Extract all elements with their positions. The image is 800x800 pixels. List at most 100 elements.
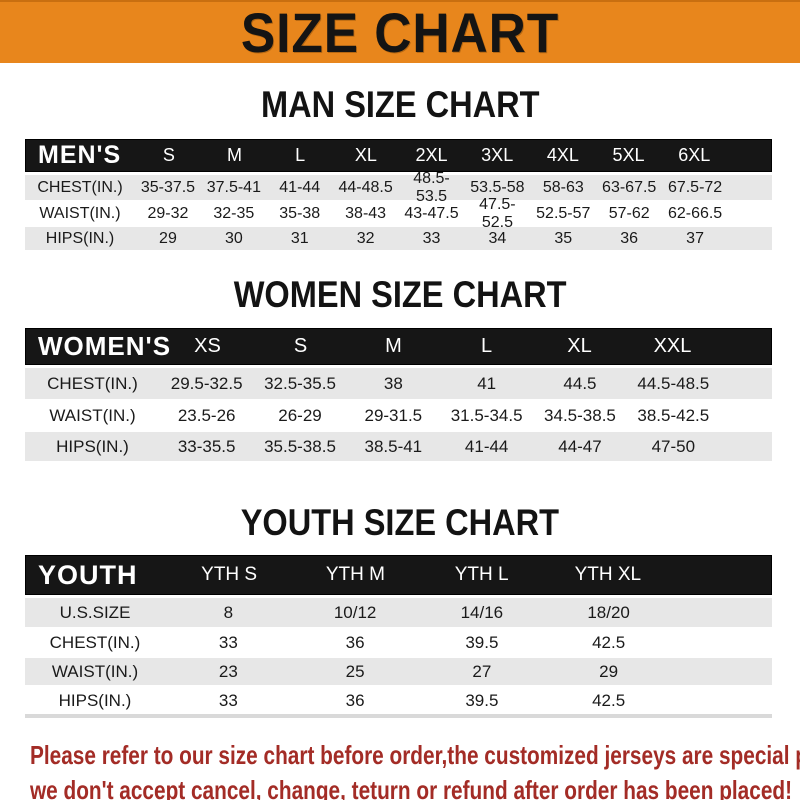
table-cell: 39.5: [465, 690, 499, 710]
column-header: M: [385, 335, 402, 357]
table-cell: 14/16: [460, 602, 504, 622]
table-cell: 39.5: [465, 632, 499, 652]
row-label: CHEST(IN.): [37, 178, 123, 196]
row-label: CHEST(IN.): [49, 632, 141, 652]
table-row: CHEST(IN.) 33 36 39.5 42.5: [25, 627, 772, 656]
table-cell: 33: [218, 632, 238, 652]
man-section-heading-text: MAN SIZE CHART: [260, 84, 540, 125]
table-cell: 38: [383, 373, 403, 393]
table-cell: 47-50: [651, 436, 696, 456]
table-cell: 44.5: [563, 373, 597, 393]
table-cell: 36: [345, 632, 365, 652]
table-cell: 44-47: [558, 436, 602, 456]
column-header: M: [227, 145, 242, 165]
size-chart-banner: SIZE CHART: [0, 0, 800, 63]
table-cell: 35.5-38.5: [264, 436, 336, 456]
row-label: WAIST(IN.): [49, 405, 136, 425]
row-label: CHEST(IN.): [47, 373, 138, 393]
table-cell: 32.5-35.5: [264, 373, 336, 393]
column-header: 4XL: [546, 145, 579, 165]
youth-section-heading: YOUTH SIZE CHART: [0, 504, 800, 541]
women-section-heading: WOMEN SIZE CHART: [0, 276, 800, 313]
table-cell: 42.5: [592, 632, 626, 652]
table-cell: 34: [488, 229, 507, 247]
table-cell: 37: [686, 229, 704, 247]
table-row: WAIST(IN.) 23 25 27 29: [25, 656, 772, 685]
table-cell: 29-31.5: [364, 405, 423, 425]
column-header: 2XL: [415, 145, 448, 165]
table-row: CHEST(IN.) 29.5-32.5 32.5-35.5 38 41 44.5 44.5…: [25, 368, 772, 399]
table-cell: 42.5: [592, 690, 626, 710]
table-corner-label: MEN'S: [38, 141, 122, 169]
column-header: YTH XL: [574, 564, 642, 585]
table-row: HIPS(IN.) 33-35.5 35.5-38.5 38.5-41 41-44 44-…: [25, 430, 772, 461]
table-cell: 41-44: [464, 436, 509, 456]
table-cell: 18/20: [587, 602, 630, 622]
table-cell: 43-47.5: [404, 204, 459, 222]
table-corner-label: YOUTH: [38, 559, 138, 590]
table-cell: 44.5-48.5: [637, 373, 710, 393]
table-row: CHEST(IN.) 35-37.5 37.5-41 41-44 44-48.5 48.5…: [25, 170, 772, 205]
table-cell: 35-38: [279, 204, 321, 222]
table-cell: 29-32: [147, 204, 189, 222]
table-cell: 25: [345, 661, 365, 681]
table-cell: 47.5-52.5: [479, 195, 516, 231]
table-cell: 38.5-41: [364, 436, 423, 456]
table-header-row: YOUTH YTH S YTH M YTH L YTH XL: [25, 555, 772, 595]
table-cell: 31: [290, 229, 309, 247]
table-cell: 29.5-32.5: [170, 373, 243, 393]
column-header: XS: [194, 335, 221, 357]
table-cell: 23: [218, 661, 238, 681]
table-cell: 26-29: [278, 405, 322, 425]
row-label: WAIST(IN.): [51, 661, 139, 681]
column-header: XXL: [653, 335, 692, 357]
column-header: S: [162, 145, 175, 165]
table-cell: 63-67.5: [602, 178, 657, 196]
table-cell: 62-66.5: [667, 204, 723, 222]
table-cell: 67.5-72: [667, 178, 723, 196]
table-cell: 29: [159, 229, 177, 247]
table-cell: 32: [356, 229, 375, 247]
table-row: U.S.SIZE 8 10/12 14/16 18/20: [25, 598, 772, 627]
table-cell: 36: [620, 229, 639, 247]
column-header: XL: [567, 335, 592, 357]
table-cell: 29: [599, 661, 619, 681]
table-cell: 48.5-53.5: [413, 169, 450, 205]
table-cell: 33: [218, 690, 238, 710]
row-label: U.S.SIZE: [59, 602, 131, 622]
table-cell: 36: [345, 690, 365, 710]
table-cell: 52.5-57: [536, 204, 591, 222]
column-header: L: [295, 145, 306, 165]
disclaimer-text: Please refer to our size chart before or…: [30, 740, 800, 800]
column-header: YTH S: [201, 564, 258, 585]
table-corner-label: WOMEN'S: [38, 331, 172, 361]
table-cell: 32-35: [213, 204, 255, 222]
table-cell: 41-44: [279, 178, 321, 196]
table-cell: 23.5-26: [177, 405, 236, 425]
column-header: YTH M: [325, 564, 385, 585]
table-cell: 38.5-42.5: [637, 405, 710, 425]
column-header: YTH L: [454, 564, 509, 585]
row-label: HIPS(IN.): [56, 436, 129, 456]
banner-title: SIZE CHART: [240, 0, 560, 64]
table-row: WAIST(IN.) 23.5-26 26-29 29-31.5 31.5-34.5 34…: [25, 399, 772, 430]
row-label: WAIST(IN.): [39, 204, 121, 222]
mens-size-table: MEN'S S M L XL 2XL 3XL 4XL 5XL 6XL CHEST(IN.) 35-37…: [25, 139, 772, 250]
table-row: HIPS(IN.) 29 30 31 32 33 34 35 36 37: [25, 225, 772, 250]
table-cell: 10/12: [333, 602, 377, 622]
table-cell: 44-48.5: [338, 178, 393, 196]
table-cell: 34.5-38.5: [544, 405, 616, 425]
table-cell: 33: [422, 229, 441, 247]
disclaimer-line-1: Please refer to our size chart before or…: [30, 740, 800, 770]
column-header: XL: [354, 145, 377, 165]
row-label: HIPS(IN.): [58, 690, 132, 710]
youth-section-heading-text: YOUTH SIZE CHART: [240, 502, 560, 543]
table-cell: 30: [224, 229, 243, 247]
table-cell: 35: [554, 229, 573, 247]
table-cell: 58-63: [542, 178, 584, 196]
womens-size-table: WOMEN'S XS S M L XL XXL CHEST(IN.) 29.5-32.5 32.5…: [25, 328, 772, 461]
youth-size-table: YOUTH YTH S YTH M YTH L YTH XL U.S.SIZE 8 10/12…: [25, 555, 772, 718]
table-cell: 33-35.5: [177, 436, 236, 456]
column-header: 5XL: [612, 145, 645, 165]
table-cell: 35-37.5: [140, 178, 196, 196]
